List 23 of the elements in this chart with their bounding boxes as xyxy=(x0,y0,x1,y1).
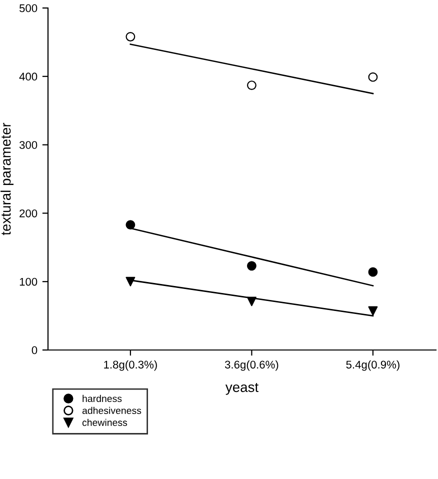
y-tick-label: 500 xyxy=(19,4,38,12)
y-tick-label: 400 xyxy=(19,72,38,81)
point xyxy=(126,32,136,42)
point xyxy=(246,261,256,271)
y-tick-label: 200 xyxy=(20,209,38,218)
x-tick-label: 1.8g(0.3%) xyxy=(104,360,157,371)
point xyxy=(368,267,378,277)
point xyxy=(368,306,378,316)
point xyxy=(246,80,256,90)
x-axis-title: yeast xyxy=(225,382,258,395)
y-axis-title: textural parameter xyxy=(0,122,14,236)
x-tick-label: 5.4g(0.9%) xyxy=(346,360,400,371)
y-tick-label: 300 xyxy=(19,141,38,149)
legend-label: hardness xyxy=(82,394,122,402)
y-tick-label: 0 xyxy=(32,346,38,354)
legend-label: chewiness xyxy=(82,418,128,426)
point xyxy=(126,276,136,286)
x-tick-label: 3.6g(0.6%) xyxy=(224,360,278,371)
point xyxy=(126,220,136,230)
legend-label: adhesiveness xyxy=(82,406,142,414)
point xyxy=(368,72,378,82)
point xyxy=(246,296,256,306)
y-tick-label: 100 xyxy=(20,278,38,286)
